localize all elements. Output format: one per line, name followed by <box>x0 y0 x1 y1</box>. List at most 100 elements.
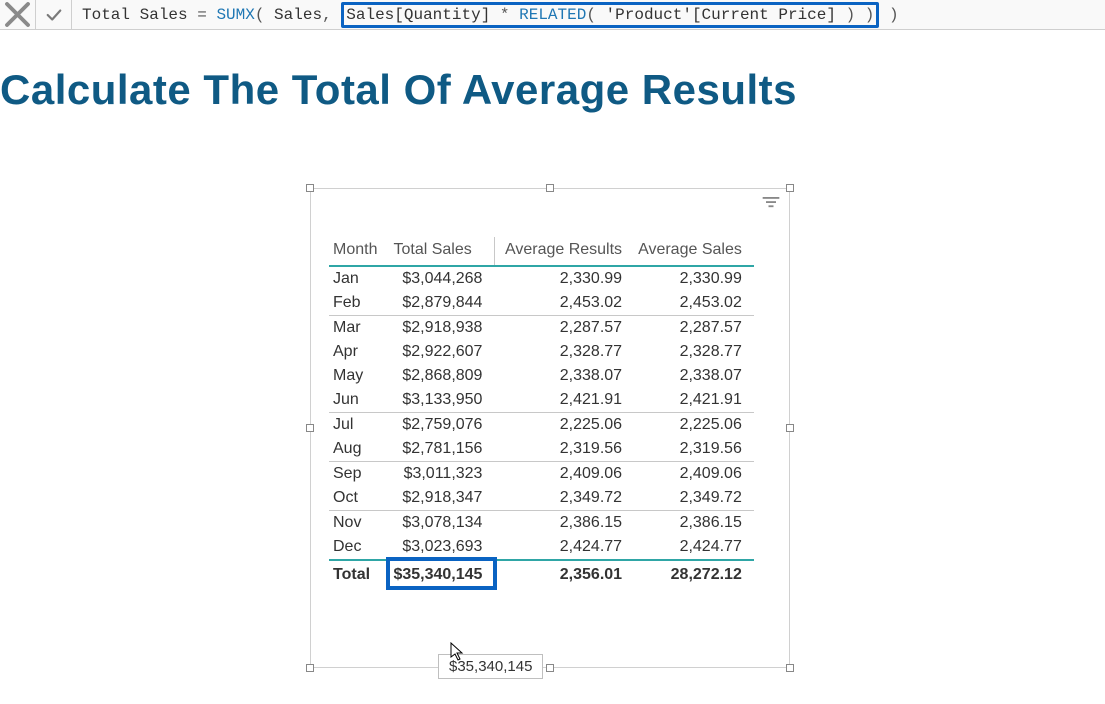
formula-col2: 'Product'[Current Price] <box>606 6 836 24</box>
cell-avgres: 2,330.99 <box>494 266 634 291</box>
cell-avgsales: 2,225.06 <box>634 413 754 438</box>
formula-comma: , <box>322 6 341 24</box>
cell-total: $2,868,809 <box>389 364 494 388</box>
formula-bar: Total Sales = SUMX( Sales, Sales[Quantit… <box>0 0 1105 30</box>
col-average-sales[interactable]: Average Sales <box>634 237 754 266</box>
table-total-row[interactable]: Total$35,340,1452,356.0128,272.12 <box>329 560 754 587</box>
resize-handle-ml[interactable] <box>306 424 314 432</box>
resize-handle-bl[interactable] <box>306 664 314 672</box>
cell-total: $2,879,844 <box>389 291 494 316</box>
col-month[interactable]: Month <box>329 237 389 266</box>
checkmark-icon <box>45 6 63 24</box>
value-tooltip: $35,340,145 <box>438 654 543 679</box>
table-row[interactable]: Jan$3,044,2682,330.992,330.99 <box>329 266 754 291</box>
x-icon <box>0 0 35 32</box>
table-row[interactable]: Apr$2,922,6072,328.772,328.77 <box>329 340 754 364</box>
total-cell-avgres: 2,356.01 <box>494 560 634 587</box>
cell-avgsales: 2,287.57 <box>634 316 754 341</box>
resize-handle-mr[interactable] <box>786 424 794 432</box>
cell-avgsales: 2,328.77 <box>634 340 754 364</box>
table-row[interactable]: Feb$2,879,8442,453.022,453.02 <box>329 291 754 316</box>
table-row[interactable]: May$2,868,8092,338.072,338.07 <box>329 364 754 388</box>
formula-func-related: RELATED <box>519 6 586 24</box>
cell-avgsales: 2,386.15 <box>634 511 754 536</box>
cell-total: $2,918,938 <box>389 316 494 341</box>
cell-total: $3,044,268 <box>389 266 494 291</box>
visual-frame: Month Total Sales Average Results Averag… <box>310 188 790 668</box>
resize-handle-bm[interactable] <box>546 664 554 672</box>
cell-total: $2,759,076 <box>389 413 494 438</box>
resize-handle-br[interactable] <box>786 664 794 672</box>
table-row[interactable]: Sep$3,011,3232,409.062,409.06 <box>329 462 754 487</box>
cell-avgres: 2,287.57 <box>494 316 634 341</box>
total-cell-label: Total <box>329 560 389 587</box>
total-cell-total: $35,340,145 <box>389 560 494 587</box>
cell-avgres: 2,225.06 <box>494 413 634 438</box>
cell-avgres: 2,338.07 <box>494 364 634 388</box>
cell-avgsales: 2,338.07 <box>634 364 754 388</box>
table-row[interactable]: Dec$3,023,6932,424.772,424.77 <box>329 535 754 560</box>
table-row[interactable]: Jun$3,133,9502,421.912,421.91 <box>329 388 754 413</box>
resize-handle-tr[interactable] <box>786 184 794 192</box>
cell-month: Feb <box>329 291 389 316</box>
table-row[interactable]: Oct$2,918,3472,349.722,349.72 <box>329 486 754 511</box>
table-row[interactable]: Jul$2,759,0762,225.062,225.06 <box>329 413 754 438</box>
cell-avgsales: 2,330.99 <box>634 266 754 291</box>
resize-handle-tm[interactable] <box>546 184 554 192</box>
cell-avgres: 2,424.77 <box>494 535 634 560</box>
formula-mul: * <box>490 6 519 24</box>
table-row[interactable]: Aug$2,781,1562,319.562,319.56 <box>329 437 754 462</box>
table-row[interactable]: Mar$2,918,9382,287.572,287.57 <box>329 316 754 341</box>
table-visual[interactable]: Month Total Sales Average Results Averag… <box>310 188 790 668</box>
cell-avgsales: 2,421.91 <box>634 388 754 413</box>
cell-month: May <box>329 364 389 388</box>
cell-month: Nov <box>329 511 389 536</box>
cell-month: Apr <box>329 340 389 364</box>
cell-avgsales: 2,349.72 <box>634 486 754 511</box>
cell-total: $3,023,693 <box>389 535 494 560</box>
col-average-results[interactable]: Average Results <box>494 237 634 266</box>
cell-month: Jun <box>329 388 389 413</box>
cell-month: Dec <box>329 535 389 560</box>
cell-avgres: 2,386.15 <box>494 511 634 536</box>
formula-measure-name: Total Sales <box>82 6 188 24</box>
cell-total: $2,918,347 <box>389 486 494 511</box>
cell-month: Jul <box>329 413 389 438</box>
table-header-row: Month Total Sales Average Results Averag… <box>329 237 754 266</box>
results-table: Month Total Sales Average Results Averag… <box>329 237 754 587</box>
cell-month: Jan <box>329 266 389 291</box>
filter-menu-icon <box>761 195 781 209</box>
formula-col1: Sales[Quantity] <box>346 6 490 24</box>
cell-month: Sep <box>329 462 389 487</box>
cell-month: Mar <box>329 316 389 341</box>
cell-total: $3,011,323 <box>389 462 494 487</box>
cell-total: $2,781,156 <box>389 437 494 462</box>
cell-avgsales: 2,453.02 <box>634 291 754 316</box>
formula-eq: = <box>188 6 217 24</box>
resize-handle-tl[interactable] <box>306 184 314 192</box>
formula-paren2: ( <box>586 6 605 24</box>
cell-month: Oct <box>329 486 389 511</box>
cell-avgsales: 2,424.77 <box>634 535 754 560</box>
cell-month: Aug <box>329 437 389 462</box>
visual-options-button[interactable] <box>761 195 781 214</box>
cell-total: $2,922,607 <box>389 340 494 364</box>
formula-close2: ) <box>836 6 855 24</box>
col-total-sales[interactable]: Total Sales <box>389 237 494 266</box>
formula-paren: ( <box>255 6 274 24</box>
formula-highlighted-expression: Sales[Quantity] * RELATED( 'Product'[Cur… <box>341 2 879 28</box>
cell-avgres: 2,421.91 <box>494 388 634 413</box>
cell-avgres: 2,349.72 <box>494 486 634 511</box>
formula-input[interactable]: Total Sales = SUMX( Sales, Sales[Quantit… <box>72 0 1105 29</box>
formula-trailing: ) <box>879 6 898 24</box>
cell-avgres: 2,453.02 <box>494 291 634 316</box>
cell-avgsales: 2,319.56 <box>634 437 754 462</box>
total-cell-avgsales: 28,272.12 <box>634 560 754 587</box>
cell-total: $3,078,134 <box>389 511 494 536</box>
formula-commit-button[interactable] <box>36 0 72 29</box>
formula-func-sumx: SUMX <box>216 6 254 24</box>
cell-avgres: 2,319.56 <box>494 437 634 462</box>
formula-cancel-button[interactable] <box>0 0 36 29</box>
table-row[interactable]: Nov$3,078,1342,386.152,386.15 <box>329 511 754 536</box>
cell-avgsales: 2,409.06 <box>634 462 754 487</box>
